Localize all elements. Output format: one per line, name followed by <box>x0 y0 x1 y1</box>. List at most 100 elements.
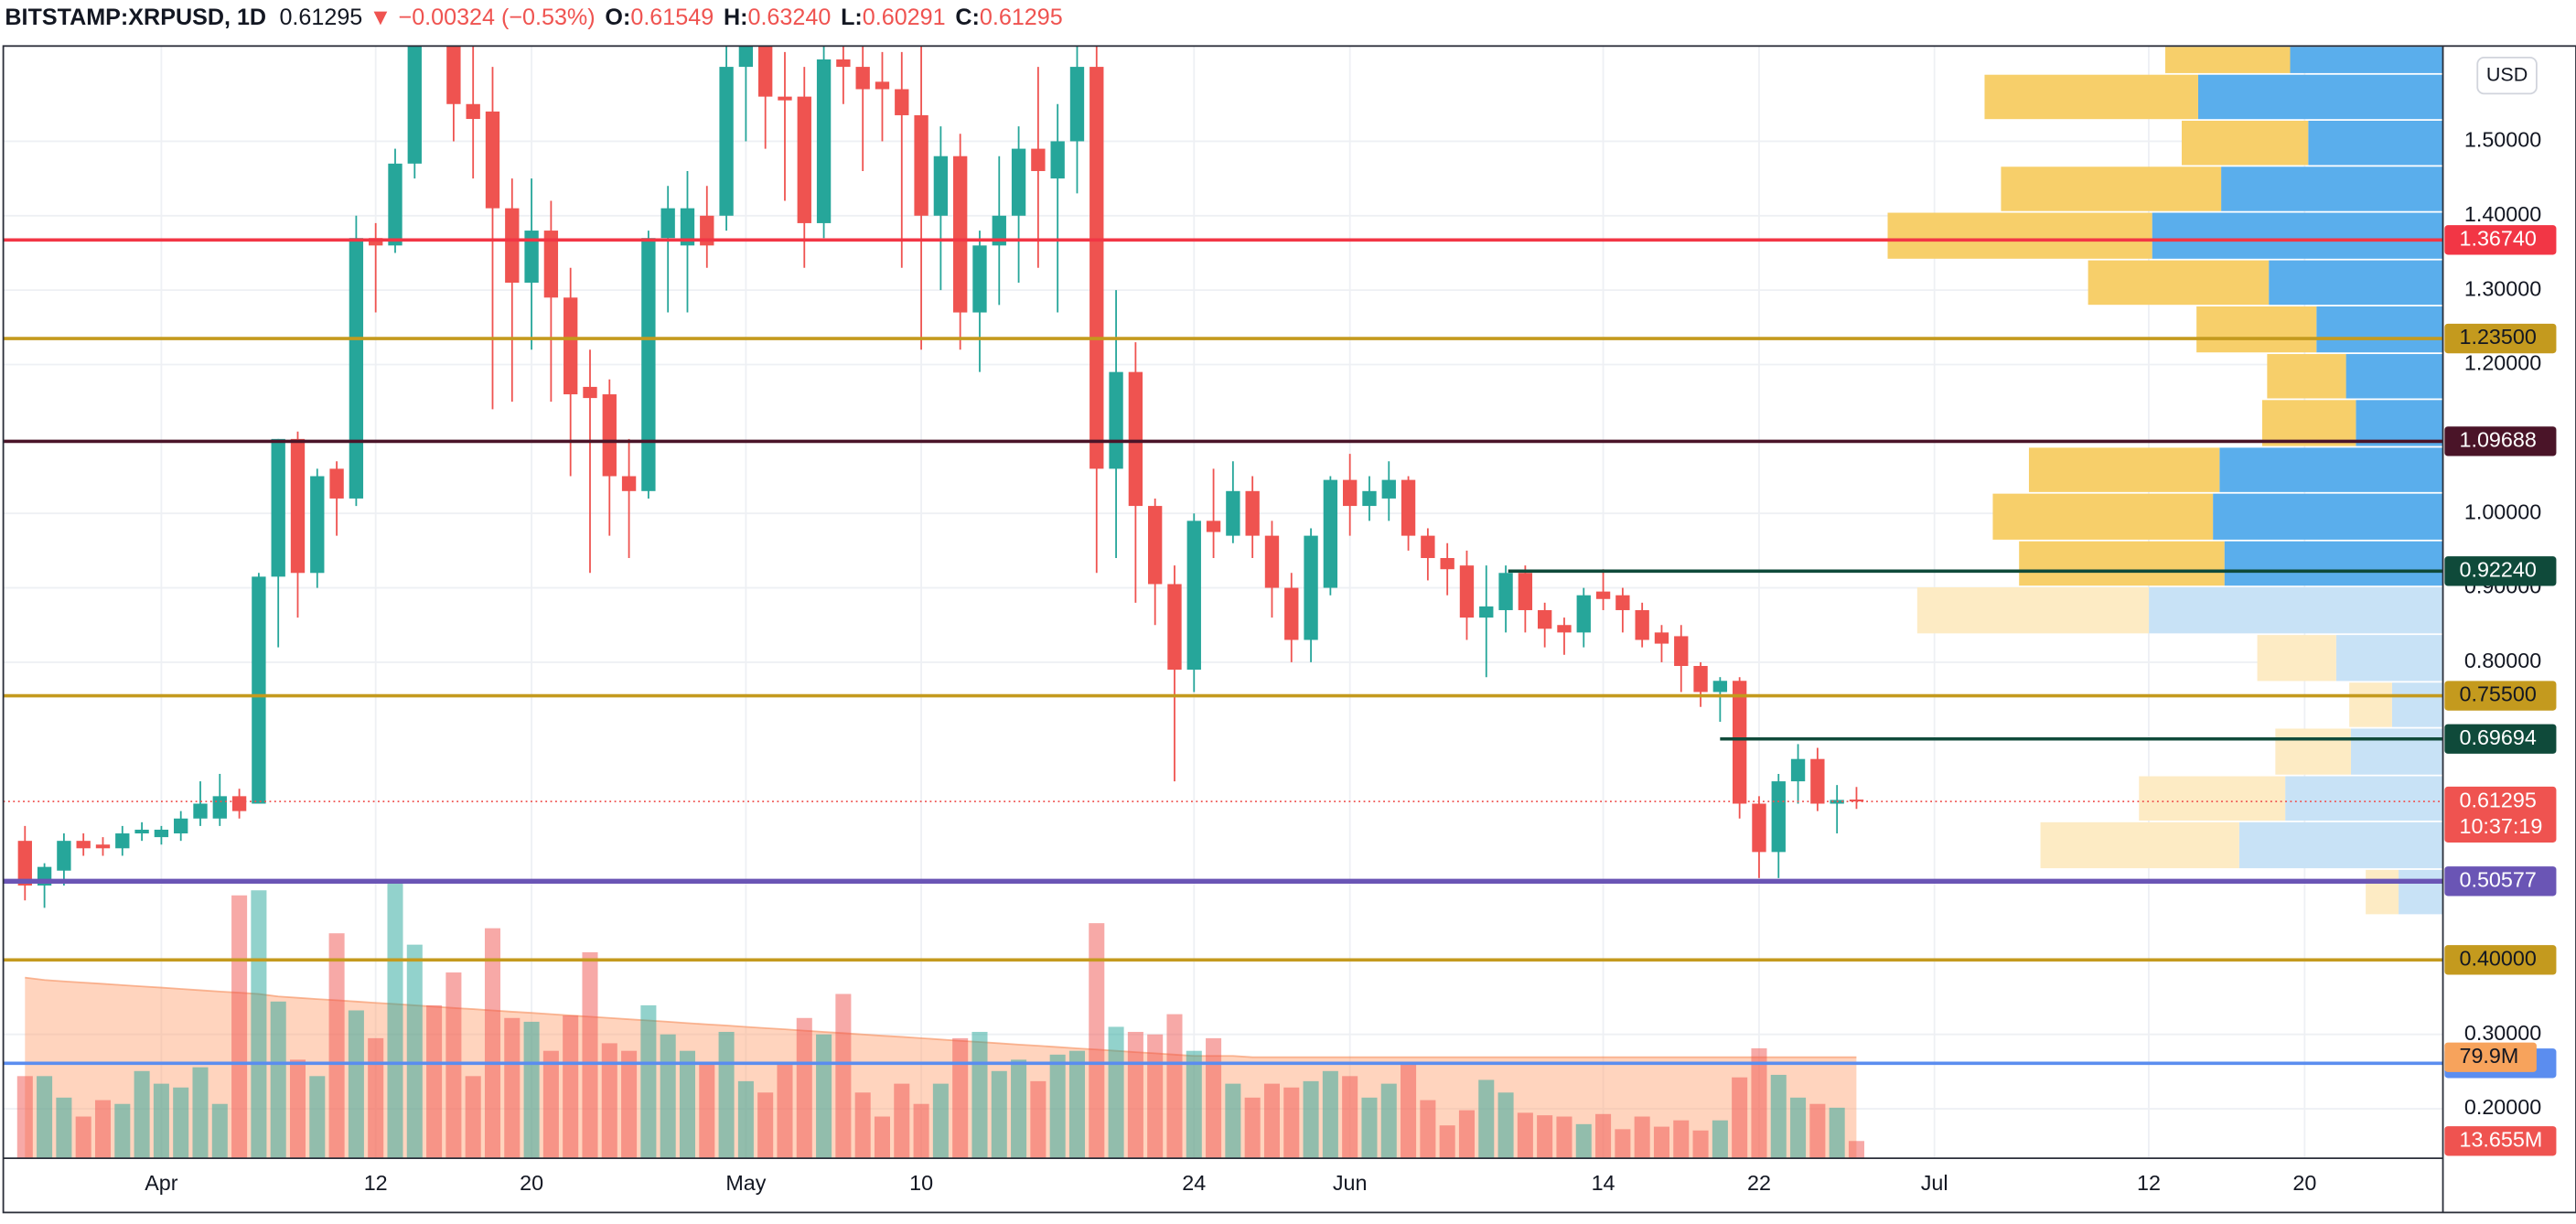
volume-bar <box>1011 1059 1027 1159</box>
volume-bar <box>192 1067 209 1159</box>
x-tick-label: Jun <box>1333 1171 1368 1195</box>
volume-bar <box>1478 1079 1495 1159</box>
profile-down <box>2316 306 2443 353</box>
volume-bar <box>1848 1141 1864 1159</box>
candle-body <box>17 841 32 886</box>
y-tick-label: 1.20000 <box>2464 351 2541 375</box>
volume-bar <box>1244 1097 1261 1159</box>
candle-body <box>680 208 695 246</box>
y-tick-label: 0.30000 <box>2464 1021 2541 1045</box>
candle-body <box>1264 535 1280 588</box>
level-label-box <box>2444 323 2557 354</box>
volume-bar <box>1692 1130 1709 1159</box>
last-price-box <box>2444 786 2557 843</box>
level-label: 1.09688 <box>2459 428 2536 452</box>
volume-bar <box>1030 1080 1046 1159</box>
candle-body <box>1518 573 1533 610</box>
candle-body <box>583 386 597 399</box>
candle-body <box>1069 67 1085 142</box>
candle-body <box>369 238 383 246</box>
level-label: 1.36740 <box>2459 226 2536 250</box>
candle-body <box>1186 521 1201 671</box>
candle-body <box>660 208 675 239</box>
candle-body <box>1498 573 1513 610</box>
ohlc-key: H: <box>724 4 748 29</box>
candle-body <box>1635 609 1649 640</box>
candle-body <box>914 114 928 216</box>
volume-bar <box>660 1034 676 1159</box>
axis-layer: 1.500001.400001.300001.200001.000000.900… <box>145 128 2557 1195</box>
volume-bar <box>348 1010 364 1159</box>
volume-bar <box>737 1080 754 1159</box>
candle-body <box>1128 371 1143 507</box>
candle-body <box>564 297 578 395</box>
profile-down <box>2345 354 2443 399</box>
candle-body <box>1557 625 1572 633</box>
candle-body <box>1381 479 1396 499</box>
level-label-box <box>2444 556 2557 586</box>
profile-down <box>2308 120 2443 166</box>
candle-body <box>310 476 325 574</box>
volume-bar <box>426 1004 443 1159</box>
level-label: 0.75500 <box>2459 682 2536 706</box>
profile-up <box>2040 821 2239 869</box>
candle-body <box>797 96 811 223</box>
volume-bar <box>971 1031 988 1159</box>
volume-bar <box>1458 1110 1475 1159</box>
candle-body <box>641 238 656 491</box>
profile-up <box>2001 166 2222 211</box>
level-label: 0.40000 <box>2459 947 2536 971</box>
volume-label-box <box>2444 1042 2537 1072</box>
profile-down <box>2224 541 2443 586</box>
profile-down <box>2238 821 2443 869</box>
countdown: 10:37:19 <box>2459 814 2542 838</box>
x-tick-label: Jul <box>1921 1171 1948 1195</box>
candle-body <box>1245 490 1260 536</box>
level-label-box <box>2444 681 2557 711</box>
volume-bar <box>932 1083 949 1159</box>
volume-bar <box>913 1103 929 1159</box>
ohlc-value: 0.63240 <box>747 4 831 29</box>
candle-body <box>1674 636 1689 666</box>
volume-bar <box>991 1070 1007 1159</box>
volume-bar <box>445 972 462 1159</box>
header: BITSTAMP:XRPUSD, 1D 0.61295 ▼ −0.00324 (−0.… <box>5 4 1062 29</box>
candle-body <box>836 59 851 68</box>
candle-body <box>349 238 364 499</box>
volume-bar <box>582 951 598 1159</box>
volume-bar <box>94 1100 112 1159</box>
candle-body <box>1790 758 1806 782</box>
change-arrow: ▼ <box>369 4 392 29</box>
volume-bar <box>465 1076 481 1159</box>
volume-bar <box>1401 1064 1417 1159</box>
volume-bar <box>1497 1092 1514 1159</box>
volume-bar <box>1712 1120 1728 1159</box>
candle-body <box>1167 584 1182 671</box>
candle-body <box>738 46 754 68</box>
profile-up <box>2019 541 2225 586</box>
volume-bar <box>270 1001 286 1159</box>
volume-bar <box>1537 1115 1553 1159</box>
volume-bar <box>796 1017 812 1159</box>
volume-bar <box>1342 1076 1358 1159</box>
candle-body <box>57 841 71 871</box>
level-label-box <box>2444 225 2557 255</box>
candle-body <box>1849 800 1864 802</box>
profile-up <box>2181 120 2309 166</box>
candle-body <box>1771 781 1786 853</box>
y-tick-label: 1.40000 <box>2464 202 2541 226</box>
level-label: 0.69694 <box>2459 725 2536 749</box>
volume-bar <box>621 1050 638 1159</box>
volume-bar <box>1322 1070 1338 1159</box>
candle-body <box>1576 595 1591 633</box>
x-tick-label: 12 <box>2137 1171 2161 1195</box>
candle-body <box>895 89 909 115</box>
profile-up <box>2261 400 2356 446</box>
profile-down <box>2285 776 2443 821</box>
candle-body <box>1421 535 1435 559</box>
volume-bar <box>56 1097 72 1159</box>
volume-bar <box>1225 1083 1241 1159</box>
volume-bar <box>718 1031 735 1159</box>
